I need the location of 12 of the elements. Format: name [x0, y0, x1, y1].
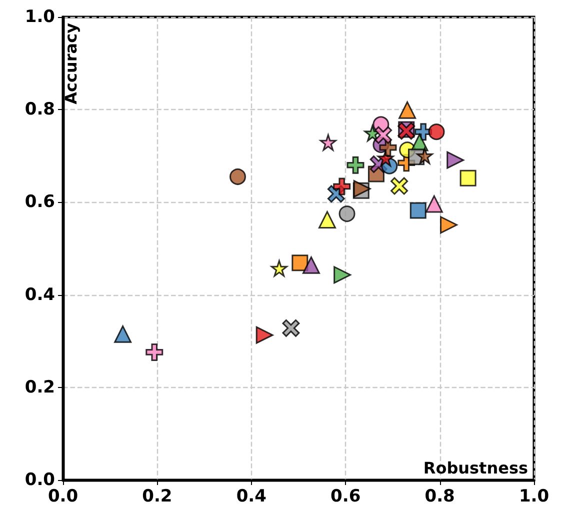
x-tick-label: 0.8: [424, 486, 455, 506]
y-tick-label: 0.4: [24, 284, 56, 305]
y-tick-label: 0.8: [24, 100, 55, 120]
x-tick-label: 0.2: [142, 486, 172, 506]
x-axis-title: Robustness: [423, 458, 528, 478]
y-tick-label: 0.6: [24, 192, 55, 212]
x-tick-label: 0.4: [236, 486, 267, 506]
x-tick-label: 0.6: [330, 486, 361, 506]
x-tick-label: 1.0: [518, 486, 550, 506]
y-axis-title: Accuracy: [62, 22, 80, 104]
y-tick-label: 1.0: [24, 7, 56, 27]
y-tick-label: 0.2: [24, 377, 55, 398]
